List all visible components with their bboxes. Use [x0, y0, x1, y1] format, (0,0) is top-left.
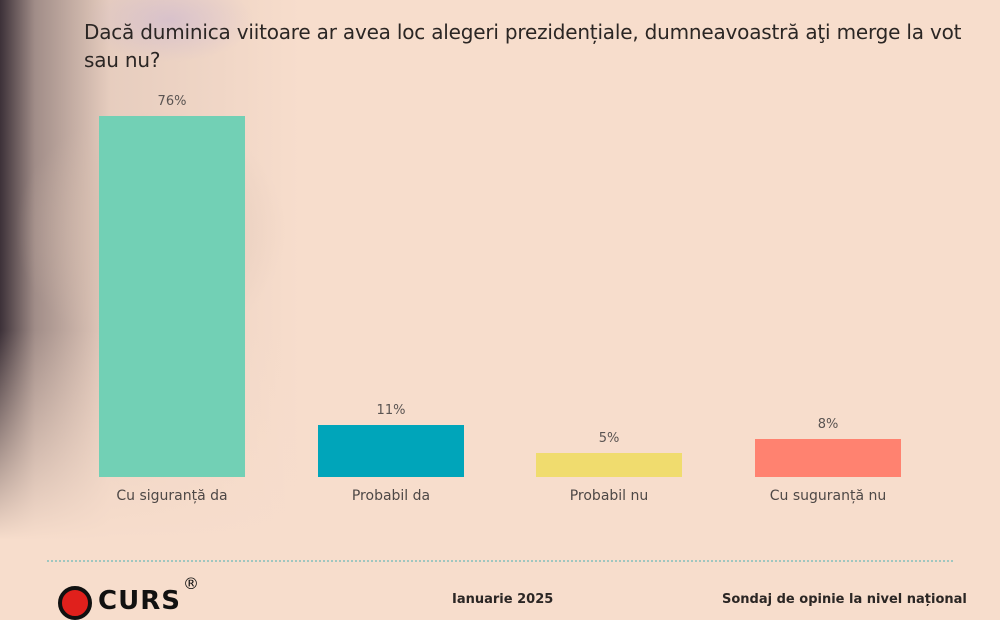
bar — [536, 453, 682, 477]
category-label: Cu suguranță nu — [769, 488, 887, 504]
bar — [755, 439, 901, 477]
bar — [318, 425, 464, 477]
bar-value-label: 76% — [157, 94, 187, 109]
category-label: Probabil da — [351, 488, 431, 504]
bar-value-label: 8% — [817, 417, 839, 432]
category-label: Probabil nu — [569, 488, 649, 504]
bar-value-label: 11% — [376, 403, 406, 418]
category-label: Cu siguranță da — [116, 488, 228, 504]
bar — [99, 116, 245, 477]
registered-mark: ® — [182, 574, 199, 593]
curs-logo: CURS ® — [58, 574, 199, 620]
logo-icon — [58, 586, 92, 620]
footer-divider — [47, 560, 953, 562]
logo-text: CURS — [98, 586, 181, 616]
chart-title: Dacă duminica viitoare ar avea loc alege… — [84, 20, 962, 72]
bar-value-label: 5% — [598, 431, 620, 446]
